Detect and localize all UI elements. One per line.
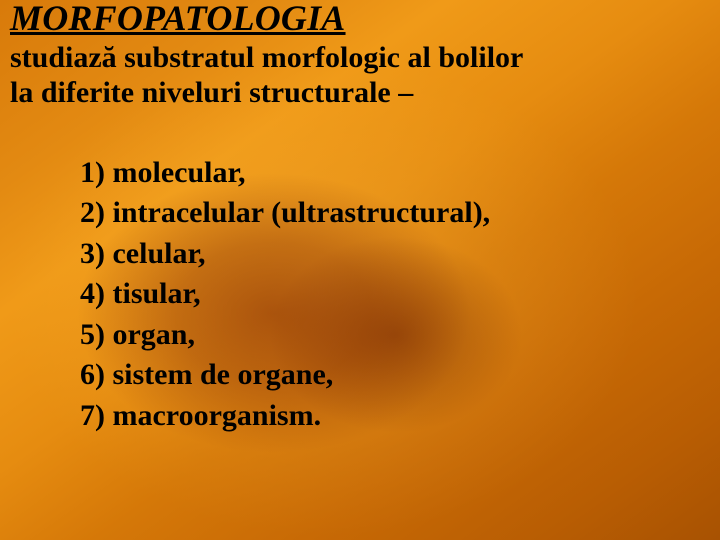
list-item: 2) intracelular (ultrastructural), [80, 193, 710, 234]
subtitle-line-2: la diferite niveluri structurale – [10, 76, 413, 109]
slide-title: MORFOPATOLOGIA [10, 0, 710, 38]
subtitle-line-1: studiază substratul morfologic al bolilo… [10, 41, 523, 74]
list-item: 7) macroorganism. [80, 396, 710, 437]
list-item: 4) tisular, [80, 274, 710, 315]
level-list: 1) molecular, 2) intracelular (ultrastru… [80, 153, 710, 437]
list-item: 3) celular, [80, 234, 710, 275]
list-item: 1) molecular, [80, 153, 710, 194]
list-item: 5) organ, [80, 315, 710, 356]
slide-subtitle: studiază substratul morfologic al bolilo… [10, 40, 710, 111]
list-item: 6) sistem de organe, [80, 355, 710, 396]
slide-content: MORFOPATOLOGIA studiază substratul morfo… [0, 0, 720, 436]
